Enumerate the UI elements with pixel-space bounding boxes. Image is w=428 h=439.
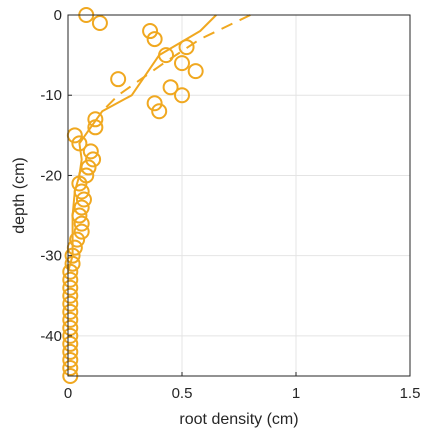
data-point (110, 71, 127, 88)
data-point (87, 119, 104, 136)
y-tick-label: -20 (40, 167, 62, 184)
data-point (62, 279, 79, 296)
data-point (71, 135, 88, 152)
data-point (73, 199, 90, 216)
data-point (146, 31, 163, 48)
data-point (62, 263, 79, 280)
data-point (146, 95, 163, 112)
y-tick-label: -10 (40, 87, 62, 104)
data-point (62, 295, 79, 312)
data-point (62, 271, 79, 288)
x-tick-label: 0 (64, 385, 72, 402)
data-point (87, 111, 104, 128)
data-point (62, 351, 79, 368)
data-point (71, 207, 88, 224)
data-point (187, 63, 204, 80)
data-point (151, 103, 168, 120)
data-point (71, 175, 88, 192)
data-point (80, 159, 97, 176)
dashed-series-line (101, 14, 251, 113)
data-markers (62, 7, 204, 384)
data-point (66, 127, 83, 144)
plot-area-frame (67, 14, 411, 377)
data-point (64, 247, 81, 264)
data-point (162, 79, 179, 96)
solid-series-line (67, 14, 217, 272)
x-axis-label: root density (cm) (179, 411, 298, 428)
y-tick-label: -30 (40, 248, 62, 265)
data-point (142, 23, 159, 40)
data-point (73, 183, 90, 200)
data-point (91, 15, 108, 32)
data-point (85, 151, 102, 168)
data-point (82, 143, 99, 160)
data-point (62, 311, 79, 328)
data-point (178, 39, 195, 56)
data-point (174, 55, 190, 72)
data-point (62, 327, 79, 344)
x-tick-label: 1.5 (400, 385, 421, 402)
data-point (75, 191, 92, 208)
x-tick-label: 1 (292, 385, 300, 402)
data-point (62, 335, 79, 352)
y-tick-label: 0 (54, 7, 62, 24)
y-axis-ticks: 0 -10 -20 -30 -40 (40, 7, 72, 345)
data-point (73, 215, 90, 232)
data-point (62, 319, 79, 336)
y-tick-label: -40 (40, 328, 62, 345)
data-point (64, 255, 81, 272)
data-point (62, 343, 79, 360)
grid-lines (68, 15, 410, 376)
data-point (158, 47, 175, 64)
data-point (62, 303, 79, 320)
data-point (69, 231, 86, 248)
data-point (62, 359, 79, 376)
data-point (62, 287, 79, 304)
data-point (174, 87, 190, 104)
x-tick-label: 0.5 (172, 385, 193, 402)
y-axis-label: depth (cm) (11, 157, 28, 233)
x-axis-ticks: 0 0.5 1 1.5 (64, 372, 421, 402)
data-point (73, 223, 90, 240)
